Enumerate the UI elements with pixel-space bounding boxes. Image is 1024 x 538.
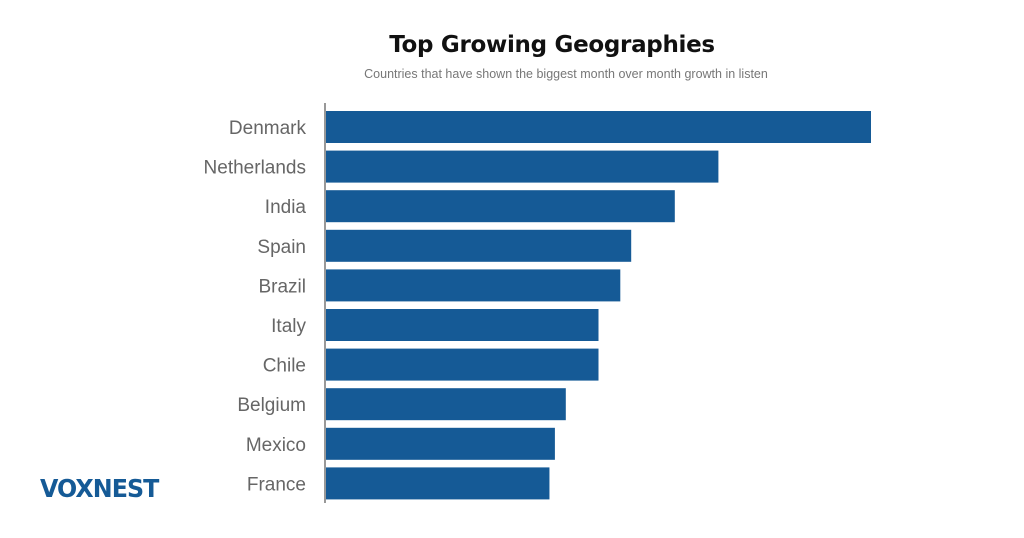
category-label: France [247,474,306,495]
voxnest-logo: VOXNEST [40,474,159,503]
chart-subtitle: Countries that have shown the biggest mo… [364,67,768,81]
chart-title: Top Growing Geographies [389,32,715,58]
bar-denmark [326,111,871,143]
bar-mexico [326,427,555,460]
category-label: Chile [263,356,306,377]
category-label: Brazil [258,276,306,297]
bar-belgium [326,388,566,421]
category-label: Italy [271,316,306,337]
bar-italy [326,309,599,341]
bar-brazil [326,269,621,302]
bar-spain [326,229,632,262]
bar-india [326,190,675,223]
bar-france [326,467,550,500]
bar-chile [326,348,599,381]
category-label: Netherlands [204,158,306,179]
category-label: India [265,197,307,218]
category-label: Belgium [237,395,306,416]
category-label: Denmark [229,118,307,139]
category-label: Mexico [246,435,306,456]
bar-netherlands [326,150,719,183]
category-label: Spain [257,237,306,258]
